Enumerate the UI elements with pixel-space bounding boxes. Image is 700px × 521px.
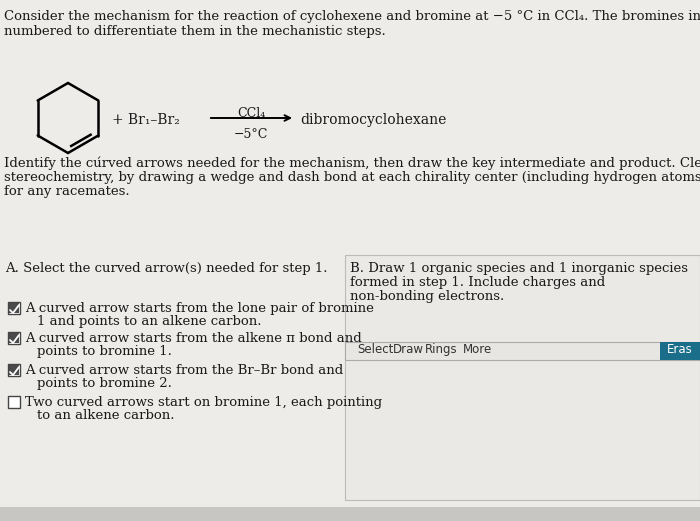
Text: for any racemates.: for any racemates. [4,185,130,198]
Text: Rings: Rings [425,343,458,356]
Bar [8,332,20,344]
Text: non-bonding electrons.: non-bonding electrons. [350,290,504,303]
Bar [9,303,19,313]
Bar [8,364,20,376]
Bar [9,365,19,375]
Bar [9,333,19,343]
Text: A curved arrow starts from the alkene π bond and: A curved arrow starts from the alkene π … [25,332,362,345]
Bar [0,507,700,521]
Bar [345,255,700,500]
Text: points to bromine 2.: points to bromine 2. [37,377,172,390]
Text: CCl₄: CCl₄ [237,107,265,120]
Text: points to bromine 1.: points to bromine 1. [37,345,172,358]
Text: Identify the cúrved arrows needed for the mechanism, then draw the key intermed: Identify the cúrved arrows needed for t… [4,157,700,170]
Text: A curved arrow starts from the Br–Br bond and: A curved arrow starts from the Br–Br bon… [25,364,343,377]
Text: Eras: Eras [667,343,693,356]
Text: + Br₁–Br₂: + Br₁–Br₂ [112,113,180,127]
Bar [8,302,20,314]
Bar [660,342,700,360]
Bar [345,342,700,360]
Text: Consider the mechanism for the reaction of cyclohexene and bromine at −5 °C in C: Consider the mechanism for the reaction … [4,10,700,23]
Text: numbered to differentiate them in the mechanistic steps.: numbered to differentiate them in the me… [4,25,386,38]
Text: 1 and points to an alkene carbon.: 1 and points to an alkene carbon. [37,315,262,328]
Text: dibromocyclohexane: dibromocyclohexane [300,113,447,127]
Text: formed in step 1. Include charges and: formed in step 1. Include charges and [350,276,606,289]
Text: −5°C: −5°C [234,128,268,141]
Bar [8,396,20,408]
Text: A. Select the curved arrow(s) needed for step 1.: A. Select the curved arrow(s) needed for… [5,262,328,275]
Text: Select: Select [357,343,393,356]
Text: A curved arrow starts from the lone pair of bromine: A curved arrow starts from the lone pair… [25,302,374,315]
Text: B. Draw 1 organic species and 1 inorganic species: B. Draw 1 organic species and 1 inorgani… [350,262,688,275]
Text: stereochemistry, by drawing a wedge and dash bond at each chirality center (incl: stereochemistry, by drawing a wedge and … [4,171,700,184]
Text: Draw: Draw [393,343,424,356]
Text: to an alkene carbon.: to an alkene carbon. [37,409,174,422]
Text: More: More [463,343,492,356]
Text: Two curved arrows start on bromine 1, each pointing: Two curved arrows start on bromine 1, ea… [25,396,382,409]
